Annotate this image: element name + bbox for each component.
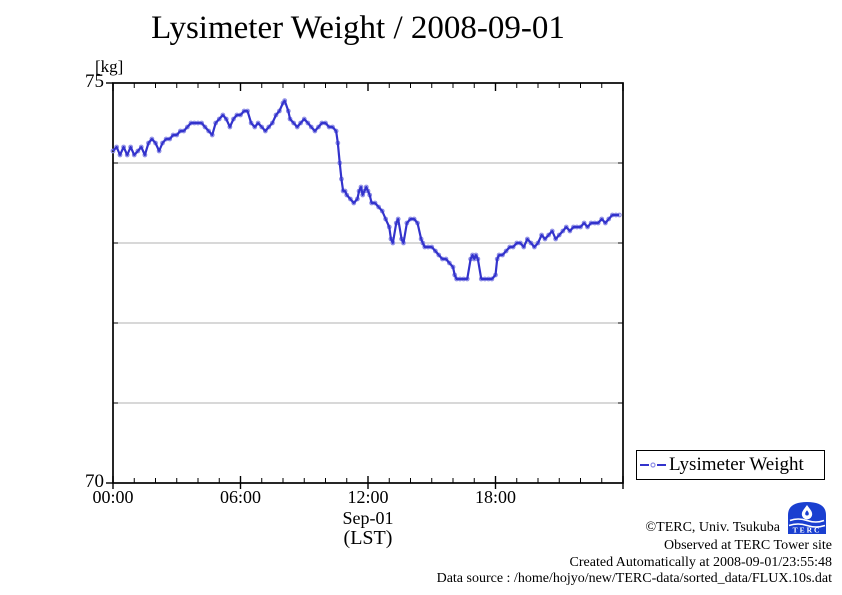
- y-tick-label-75: 75: [85, 71, 104, 92]
- legend-label: Lysimeter Weight: [669, 454, 804, 475]
- page-title: Lysimeter Weight / 2008-09-01: [151, 10, 565, 46]
- data-point-marker: [312, 128, 318, 134]
- y-tick-label-70: 70: [85, 471, 104, 492]
- legend: Lysimeter Weight: [636, 450, 825, 480]
- data-point-marker: [347, 196, 353, 202]
- data-point-marker: [503, 248, 509, 254]
- data-point-marker: [252, 124, 258, 130]
- lysimeter-weight-line: [112, 99, 620, 281]
- legend-line-sample-icon: [640, 462, 666, 468]
- plot-frame: [112, 82, 624, 484]
- data-point-marker: [436, 252, 442, 258]
- data-point-marker: [206, 128, 212, 134]
- y-axis-unit-label: [kg]: [95, 57, 124, 76]
- x-axis-date-label: Sep-01: [342, 508, 394, 528]
- data-point-marker: [585, 224, 590, 230]
- data-point-marker: [560, 228, 566, 234]
- x-axis-timezone-label: (LST): [343, 527, 393, 549]
- x-tick-label-18:00: 18:00: [474, 487, 516, 507]
- footer-created-timestamp: Created Automatically at 2008-09-01/23:5…: [569, 555, 832, 570]
- data-point-marker: [563, 224, 569, 230]
- data-point-marker: [298, 120, 304, 126]
- data-point-marker: [556, 232, 562, 238]
- data-point-marker: [294, 124, 300, 130]
- data-point-marker: [316, 124, 321, 130]
- data-point-marker: [149, 136, 155, 142]
- data-point-marker: [446, 260, 452, 266]
- data-point-marker: [528, 240, 534, 246]
- x-tick-label-00:00: 00:00: [92, 487, 134, 507]
- data-point-marker: [567, 228, 573, 234]
- data-point-marker: [216, 116, 222, 122]
- data-point-marker: [602, 220, 608, 226]
- data-point-marker: [255, 120, 261, 126]
- data-point-marker: [351, 200, 357, 206]
- data-point-marker: [291, 120, 297, 126]
- logo-wave-icon: [788, 523, 826, 528]
- data-point-marker: [110, 148, 116, 154]
- data-point-marker: [531, 244, 537, 250]
- data-point-marker: [581, 220, 587, 226]
- footer-copyright: ©TERC, Univ. Tsukuba: [645, 520, 781, 535]
- data-point-marker: [184, 124, 190, 130]
- data-point-marker: [542, 236, 548, 242]
- data-point-marker: [301, 116, 307, 122]
- data-point-marker: [305, 120, 311, 126]
- logo-wave-icon: [789, 518, 825, 523]
- x-tick-label-12:00: 12:00: [347, 487, 389, 507]
- data-point-marker: [262, 128, 268, 134]
- data-point-marker: [376, 204, 382, 210]
- data-point-marker: [266, 124, 272, 130]
- data-point-marker: [546, 232, 552, 238]
- data-point-marker: [220, 112, 226, 118]
- data-point-marker: [606, 216, 612, 222]
- data-point-marker: [308, 124, 314, 130]
- logo-text: TERC: [793, 526, 822, 535]
- data-point-marker: [432, 248, 438, 254]
- data-point-marker: [259, 124, 265, 130]
- data-point-marker: [599, 216, 605, 222]
- data-point-marker: [135, 148, 141, 154]
- x-tick-label-06:00: 06:00: [219, 487, 261, 507]
- footer-observed-site: Observed at TERC Tower site: [663, 538, 832, 553]
- footer-data-source-path: Data source : /home/hojyo/new/TERC-data/…: [436, 571, 832, 586]
- data-point-marker: [202, 124, 208, 130]
- terc-logo: TERC: [788, 502, 826, 535]
